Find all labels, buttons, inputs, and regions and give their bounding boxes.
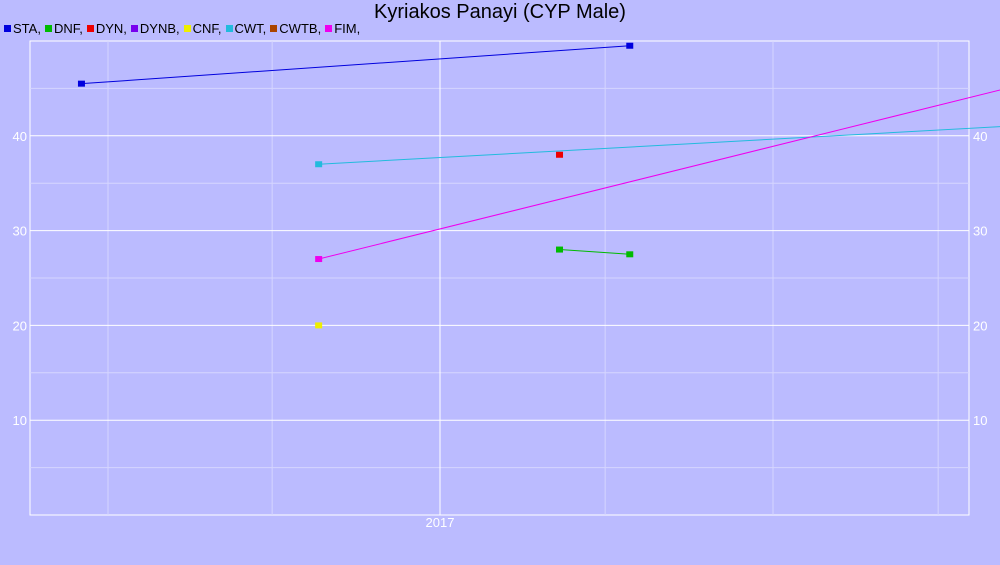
y-tick-label-left: 40 xyxy=(13,129,27,144)
legend-item-dnf: DNF, xyxy=(44,21,83,36)
legend-swatch xyxy=(270,25,278,32)
data-point-dyn xyxy=(556,151,564,158)
legend-swatch xyxy=(325,25,333,32)
legend-item-cnf: CNF, xyxy=(183,21,222,36)
y-tick-label-right: 10 xyxy=(973,413,987,428)
legend-item-dynb: DYNB, xyxy=(130,21,180,36)
legend-label: CWT, xyxy=(234,21,267,36)
data-point-cwt xyxy=(315,161,323,168)
y-tick-label-right: 30 xyxy=(973,224,987,239)
series-line-sta xyxy=(81,45,630,85)
legend-label: DNF, xyxy=(53,21,83,36)
legend-item-cwt: CWT, xyxy=(225,21,267,36)
legend-item-sta: STA, xyxy=(4,21,41,36)
legend-label: STA, xyxy=(13,21,41,36)
legend-swatch xyxy=(183,25,191,32)
data-point-sta xyxy=(626,42,634,49)
series-line-dnf xyxy=(559,249,630,255)
legend-label: CWTB, xyxy=(279,21,322,36)
legend-swatch xyxy=(4,25,11,32)
data-point-cnf xyxy=(315,322,323,329)
data-point-fim xyxy=(315,256,323,263)
y-tick-label-left: 20 xyxy=(13,318,27,333)
legend-item-dyn: DYN, xyxy=(86,21,127,36)
legend: STA, DNF, DYN, DYNB, CNF, CWT, CWTB, FIM, xyxy=(4,21,364,36)
x-tick-label: 2017 xyxy=(426,515,455,530)
legend-label: DYNB, xyxy=(139,21,180,36)
data-point-sta xyxy=(77,80,85,87)
legend-swatch xyxy=(44,25,52,32)
series-line-fim xyxy=(318,89,1000,260)
y-tick-label-left: 10 xyxy=(13,413,27,428)
legend-item-cwtb: CWTB, xyxy=(270,21,321,36)
legend-swatch xyxy=(86,25,94,32)
legend-swatch xyxy=(225,25,233,32)
legend-label: CNF, xyxy=(192,21,222,36)
chart-title: Kyriakos Panayi (CYP Male) xyxy=(374,1,626,23)
data-point-dnf xyxy=(556,246,564,253)
y-tick-label-right: 20 xyxy=(973,318,987,333)
legend-item-fim: FIM, xyxy=(325,21,360,36)
data-point-dnf xyxy=(626,251,634,258)
y-tick-label-left: 30 xyxy=(13,224,27,239)
legend-swatch xyxy=(130,25,138,32)
series-line-cwt xyxy=(318,126,1000,165)
legend-label: DYN, xyxy=(95,21,127,36)
legend-label: FIM, xyxy=(334,21,361,36)
y-tick-label-right: 40 xyxy=(973,129,987,144)
